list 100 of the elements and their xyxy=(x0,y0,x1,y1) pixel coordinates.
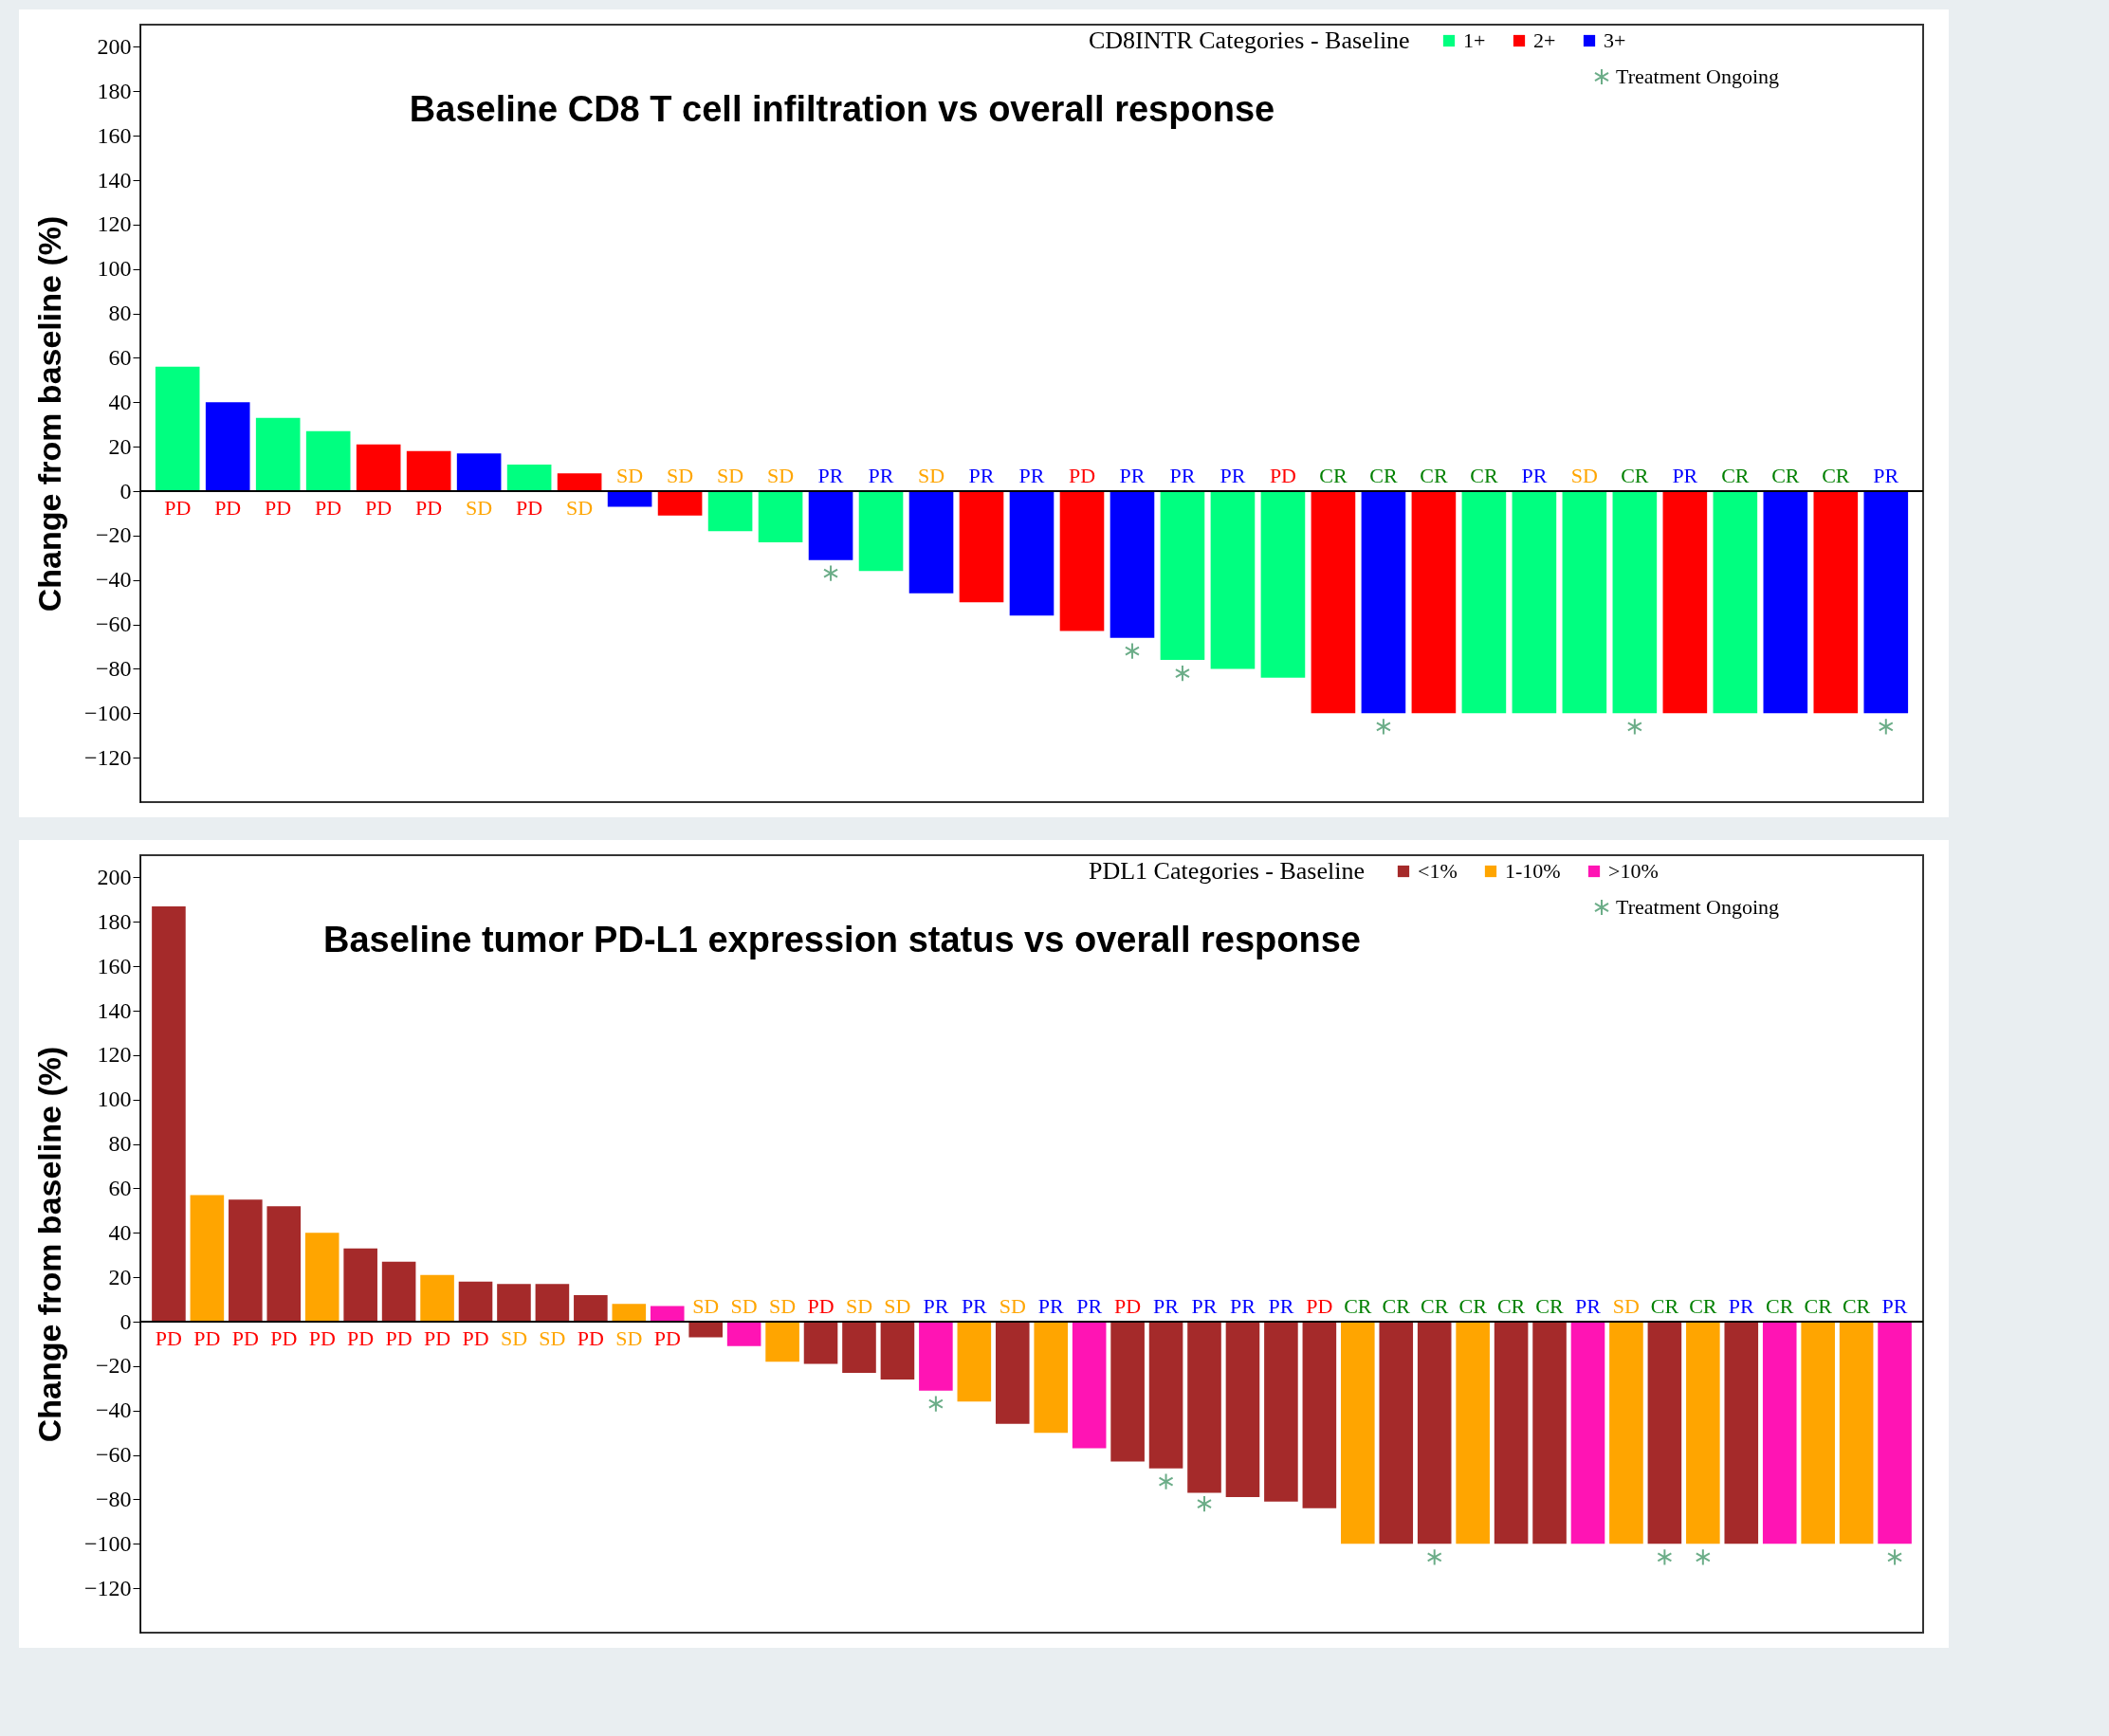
bar xyxy=(808,491,853,560)
y-tick-label: 100 xyxy=(97,256,132,282)
data-label: CR xyxy=(1382,1294,1411,1318)
y-tick-label: 160 xyxy=(97,953,132,978)
bar xyxy=(908,491,954,594)
bar xyxy=(1160,491,1205,661)
data-label: PR xyxy=(1873,464,1899,487)
data-label: PR xyxy=(1672,464,1698,487)
data-label: CR xyxy=(1621,464,1649,487)
bar xyxy=(1762,1322,1797,1544)
bar xyxy=(557,473,602,491)
bar xyxy=(1532,1322,1567,1544)
point xyxy=(823,564,839,582)
bar xyxy=(1562,491,1607,714)
bar xyxy=(356,444,401,491)
data-label: SD xyxy=(767,464,795,487)
data-label: PD xyxy=(155,1326,182,1350)
data-label: CR xyxy=(1421,1294,1449,1318)
data-label: PR xyxy=(1575,1294,1602,1318)
data-label: PD xyxy=(653,1326,681,1350)
data-label: SD xyxy=(500,1326,528,1350)
data-label: PR xyxy=(923,1294,949,1318)
point xyxy=(927,1395,944,1413)
bar xyxy=(1187,1322,1221,1493)
data-label: PD xyxy=(315,496,342,520)
y-tick-label: −100 xyxy=(83,1530,132,1556)
bar xyxy=(803,1322,838,1364)
y-axis-title: Change from baseline (%) xyxy=(30,1046,67,1443)
legend-label: Treatment Ongoing xyxy=(1616,64,1780,88)
bar xyxy=(506,464,552,491)
data-label: PR xyxy=(1191,1294,1218,1318)
bar xyxy=(1863,491,1909,714)
y-tick-label: −120 xyxy=(83,744,132,770)
bar xyxy=(1609,1322,1643,1544)
bar xyxy=(1110,1322,1145,1462)
data-label: CR xyxy=(1771,464,1800,487)
y-tick-label: 80 xyxy=(108,301,132,326)
bar xyxy=(1713,491,1758,714)
legend-label: 1+ xyxy=(1463,28,1486,52)
data-label: CR xyxy=(1822,464,1850,487)
bar xyxy=(190,1195,225,1322)
data-label: PD xyxy=(807,1294,834,1318)
bar xyxy=(1512,491,1557,714)
y-tick-label: 40 xyxy=(108,389,132,414)
legend-label: >10% xyxy=(1608,859,1659,883)
point xyxy=(1174,665,1190,683)
bar xyxy=(957,1322,992,1402)
data-label: PD xyxy=(462,1326,489,1350)
bar xyxy=(1647,1322,1682,1544)
point xyxy=(1695,1548,1711,1566)
data-label: SD xyxy=(1612,1294,1640,1318)
point xyxy=(1158,1472,1174,1490)
y-tick-label: 80 xyxy=(108,1131,132,1157)
y-tick-label: 20 xyxy=(108,433,132,459)
data-label: SD xyxy=(566,496,594,520)
data-label: CR xyxy=(1689,1294,1717,1318)
data-label: CR xyxy=(1369,464,1398,487)
data-label: SD xyxy=(730,1294,758,1318)
data-label: PD xyxy=(424,1326,451,1350)
point xyxy=(1626,718,1642,736)
bar xyxy=(266,1206,302,1322)
point xyxy=(1878,718,1894,736)
y-tick-label: −60 xyxy=(95,1442,132,1468)
data-label: PD xyxy=(231,1326,259,1350)
data-label: CR xyxy=(1721,464,1750,487)
data-label: PD xyxy=(193,1326,221,1350)
data-label: CR xyxy=(1496,1294,1526,1318)
data-label: PR xyxy=(1037,1294,1064,1318)
y-tick-label: 60 xyxy=(108,344,132,370)
bar xyxy=(919,1322,953,1391)
bar xyxy=(1379,1322,1414,1544)
bar xyxy=(1456,1322,1490,1544)
y-tick-label: 160 xyxy=(97,122,132,148)
bar xyxy=(1763,491,1808,714)
legend-label: 1-10% xyxy=(1505,859,1561,883)
y-tick-label: −100 xyxy=(83,700,132,725)
bar xyxy=(155,366,200,491)
data-label: PD xyxy=(1068,464,1096,487)
bar xyxy=(304,1233,339,1322)
bar xyxy=(456,453,502,491)
bar xyxy=(842,1322,876,1373)
data-label: PD xyxy=(347,1326,375,1350)
data-label: SD xyxy=(917,464,945,487)
y-tick-label: 200 xyxy=(97,864,132,889)
data-label: PR xyxy=(1728,1294,1755,1318)
y-tick-label: 140 xyxy=(97,167,132,192)
y-tick-label: −60 xyxy=(95,612,132,637)
bar xyxy=(1662,491,1708,714)
bar xyxy=(650,1306,685,1322)
y-tick-label: 20 xyxy=(108,1264,132,1289)
legend-title: PDL1 Categories - Baseline xyxy=(1089,857,1365,885)
data-label: SD xyxy=(466,496,493,520)
data-label: SD xyxy=(692,1294,720,1318)
point xyxy=(1124,642,1140,660)
bar xyxy=(535,1284,570,1322)
data-label: SD xyxy=(616,464,644,487)
y-axis-title: Change from baseline (%) xyxy=(30,215,67,612)
y-tick-label: 100 xyxy=(97,1087,132,1112)
bar xyxy=(1110,491,1155,638)
bar xyxy=(1839,1322,1874,1544)
